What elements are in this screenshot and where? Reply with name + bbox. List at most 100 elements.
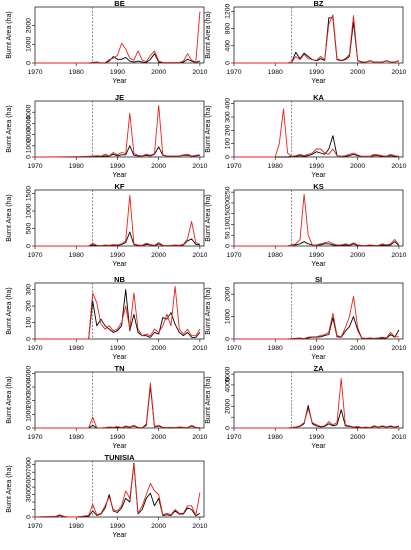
x-tick-label: 1970 (27, 252, 42, 259)
x-tick-label: 2010 (391, 252, 406, 259)
x-axis-label: Year (311, 261, 326, 268)
x-tick-label: 2000 (350, 434, 365, 441)
plot-frame (233, 371, 404, 429)
y-axis-label: Burnt Area (ha) (6, 11, 13, 58)
x-tick-label: 2000 (151, 345, 166, 352)
y-tick-label: 400 (225, 98, 232, 110)
x-tick-label: 1990 (110, 163, 125, 170)
panel-title: TN (115, 364, 125, 373)
y-tick-label: 1000 (26, 138, 33, 153)
y-axis-label: Burnt Area (ha) (6, 465, 13, 512)
y-tick-label: 300 (26, 284, 33, 296)
panel-si: SI 1970 1980 1990 2000 2010 0 1000 2000 Year Burnt… (205, 275, 407, 361)
y-tick-label: 1200 (225, 4, 232, 19)
x-tick-label: 2010 (192, 163, 207, 170)
y-tick-label: 1000 (225, 309, 232, 324)
series-line-red (234, 108, 399, 158)
y-tick-label: 150 (225, 208, 232, 220)
series-line-red (234, 378, 400, 429)
y-axis-label: Burnt Area (ha) (6, 105, 13, 152)
x-tick-label: 1990 (309, 69, 324, 76)
plot-frame (34, 371, 205, 429)
panel-title: JE (115, 93, 124, 102)
y-axis-label: Burnt Area (ha) (205, 194, 212, 241)
panel-nb: NB 1970 1980 1990 2000 2010 0 100 200 300 Year Burn… (6, 275, 208, 361)
series-line-red (234, 295, 399, 340)
x-tick-label: 2000 (350, 345, 365, 352)
x-tick-label: 1990 (309, 252, 324, 259)
x-tick-label: 1980 (69, 523, 84, 530)
y-tick-label: 2000 (26, 127, 33, 142)
series-line-red (35, 105, 200, 158)
y-tick-label: 1500 (26, 186, 33, 201)
x-tick-label: 1980 (69, 345, 84, 352)
series-line-red (234, 14, 400, 64)
y-tick-label: 7000 (26, 457, 33, 472)
x-tick-label: 2000 (151, 523, 166, 530)
x-tick-label: 2000 (350, 163, 365, 170)
plot-frame (34, 282, 205, 340)
plot-frame (34, 189, 205, 247)
y-tick-label: 400 (225, 40, 232, 52)
y-tick-label: 4000 (225, 377, 232, 392)
x-tick-label: 1970 (226, 69, 241, 76)
y-tick-label: 250 (225, 186, 232, 198)
plot-frame (233, 6, 404, 64)
y-axis-label: Burnt Area (ha) (205, 105, 212, 152)
x-axis-label: Year (311, 354, 326, 361)
series-line-black (234, 241, 400, 247)
x-tick-label: 2010 (192, 345, 207, 352)
x-tick-label: 1980 (268, 434, 283, 441)
x-tick-label: 1970 (27, 69, 42, 76)
y-tick-label: 2000 (225, 286, 232, 301)
y-tick-label: 200 (225, 197, 232, 209)
y-tick-label: 1000 (26, 203, 33, 218)
y-tick-label: 50 (225, 231, 232, 239)
x-axis-label: Year (311, 443, 326, 450)
x-axis-label: Year (311, 78, 326, 85)
y-tick-label: 0 (225, 61, 232, 65)
x-tick-label: 1990 (110, 434, 125, 441)
x-tick-label: 2000 (350, 252, 365, 259)
x-tick-label: 1990 (110, 252, 125, 259)
x-axis-label: Year (112, 172, 127, 179)
y-tick-label: 1000 (26, 407, 33, 422)
series-line-black (234, 316, 400, 340)
panel-kf: KF 1970 1980 1990 2000 2010 0 500 1000 1500 Year Bu… (6, 182, 208, 268)
plot-frame (34, 460, 205, 518)
plot-frame (233, 100, 404, 158)
y-tick-label: 500 (26, 223, 33, 235)
y-tick-label: 1000 (26, 37, 33, 52)
y-tick-label: 3000 (26, 379, 33, 394)
x-tick-label: 1990 (110, 345, 125, 352)
series-line-red (35, 382, 200, 429)
x-tick-label: 2000 (151, 163, 166, 170)
plot-frame (34, 6, 205, 64)
y-tick-label: 0 (225, 155, 232, 159)
x-tick-label: 2000 (151, 434, 166, 441)
y-tick-label: 3000 (26, 116, 33, 131)
x-tick-label: 1980 (268, 252, 283, 259)
y-tick-label: 2000 (225, 399, 232, 414)
x-axis-label: Year (112, 443, 127, 450)
series-line-red (234, 193, 400, 247)
y-tick-label: 4000 (26, 366, 33, 381)
y-tick-label: 0 (26, 61, 33, 65)
x-tick-label: 1970 (27, 345, 42, 352)
x-axis-label: Year (112, 78, 127, 85)
x-tick-label: 2010 (391, 69, 406, 76)
series-line-black (34, 462, 201, 518)
x-tick-label: 2010 (391, 345, 406, 352)
y-tick-label: 0 (225, 337, 232, 341)
y-axis-label: Burnt Area (ha) (205, 11, 212, 58)
x-tick-label: 1980 (268, 345, 283, 352)
x-tick-label: 1970 (226, 163, 241, 170)
plot-frame (233, 282, 404, 340)
x-tick-label: 1970 (226, 434, 241, 441)
y-axis-label: Burnt Area (ha) (205, 376, 212, 423)
y-tick-label: 300 (225, 111, 232, 123)
x-axis-label: Year (311, 172, 326, 179)
